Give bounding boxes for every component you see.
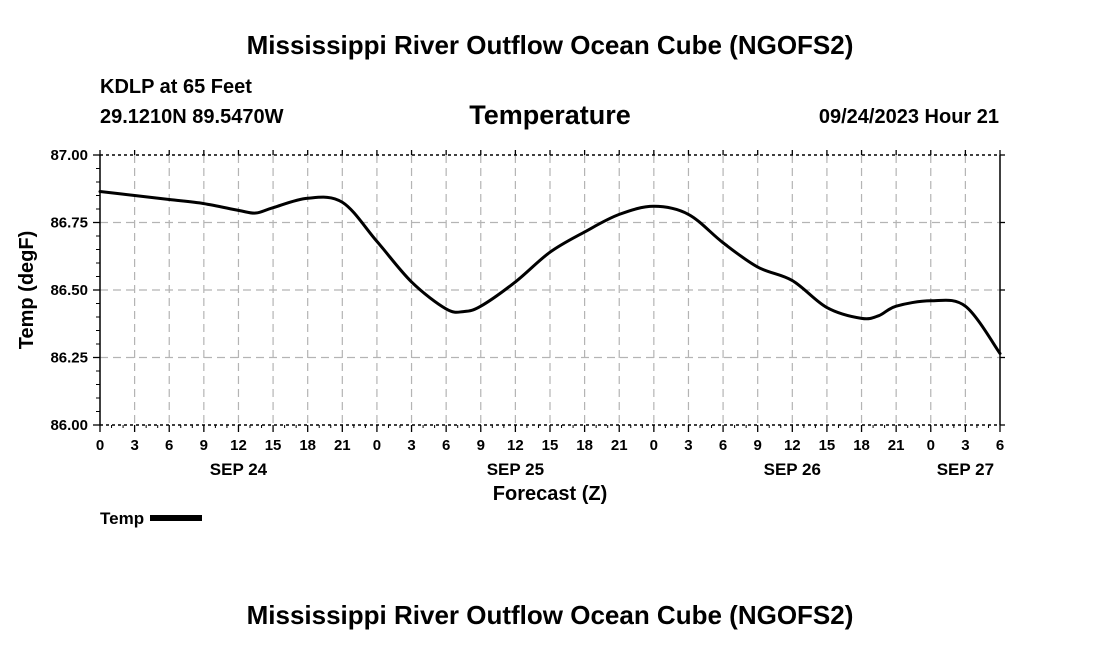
x-tick-label: 21 xyxy=(334,437,351,454)
series-line-temp xyxy=(98,189,1002,355)
x-tick-label: 21 xyxy=(611,437,628,454)
x-tick-label: 0 xyxy=(650,437,658,454)
x-date-label: SEP 24 xyxy=(210,460,268,479)
x-tick-label: 9 xyxy=(200,437,208,454)
legend: Temp xyxy=(100,509,203,529)
x-axis-label: Forecast (Z) xyxy=(493,483,607,505)
y-tick-label: 86.75 xyxy=(50,215,88,232)
y-axis-label: Temp (degF) xyxy=(16,231,38,350)
grid-lines xyxy=(100,155,1000,425)
x-tick-label: 18 xyxy=(576,437,593,454)
legend-line-swatch xyxy=(150,515,203,522)
x-tick-label: 12 xyxy=(784,437,801,454)
x-tick-label: 0 xyxy=(96,437,104,454)
x-date-label: SEP 26 xyxy=(764,460,821,479)
x-tick-label: 15 xyxy=(265,437,282,454)
y-tick-label: 87.00 xyxy=(50,147,88,164)
x-tick-label: 3 xyxy=(407,437,415,454)
axis-labels: Temp (degF) Forecast (Z) 0 3 6 9 12 15 18 21 0 3 6… xyxy=(16,147,1004,505)
x-tick-label: 21 xyxy=(888,437,905,454)
series-layer xyxy=(98,189,1002,355)
y-tick-label: 86.50 xyxy=(50,282,88,299)
station-label: KDLP at 65 Feet xyxy=(100,76,252,98)
x-tick-label: 12 xyxy=(507,437,524,454)
x-tick-label: 6 xyxy=(996,437,1004,454)
axes xyxy=(93,150,1005,432)
y-tick-label: 86.25 xyxy=(50,350,88,367)
x-tick-label: 6 xyxy=(165,437,173,454)
x-tick-label: 9 xyxy=(754,437,762,454)
main-title: Mississippi River Outflow Ocean Cube (NG… xyxy=(246,30,854,60)
x-tick-label: 18 xyxy=(299,437,316,454)
x-date-label: SEP 25 xyxy=(487,460,544,479)
x-tick-label: 0 xyxy=(927,437,935,454)
x-tick-label: 18 xyxy=(853,437,870,454)
x-tick-label: 3 xyxy=(961,437,969,454)
legend-label: Temp xyxy=(100,509,145,528)
x-date-label: SEP 27 xyxy=(937,460,994,479)
x-tick-label: 3 xyxy=(130,437,138,454)
date-label: 09/24/2023 Hour 21 xyxy=(818,106,999,128)
x-tick-label: 15 xyxy=(542,437,559,454)
x-tick-label: 3 xyxy=(684,437,692,454)
x-tick-label: 6 xyxy=(442,437,450,454)
y-tick-label: 86.00 xyxy=(50,417,88,434)
coordinates-label: 29.1210N 89.5470W xyxy=(100,106,284,128)
x-tick-label: 15 xyxy=(819,437,836,454)
x-tick-label: 6 xyxy=(719,437,727,454)
x-tick-label: 12 xyxy=(230,437,247,454)
chart-title: Temperature xyxy=(469,100,631,130)
temperature-chart: Temp (degF) Forecast (Z) 0 3 6 9 12 15 18 21 0 3 6… xyxy=(16,147,1005,505)
x-tick-label: 9 xyxy=(477,437,485,454)
x-tick-label: 0 xyxy=(373,437,381,454)
footer-title: Mississippi River Outflow Ocean Cube (NG… xyxy=(246,600,854,630)
